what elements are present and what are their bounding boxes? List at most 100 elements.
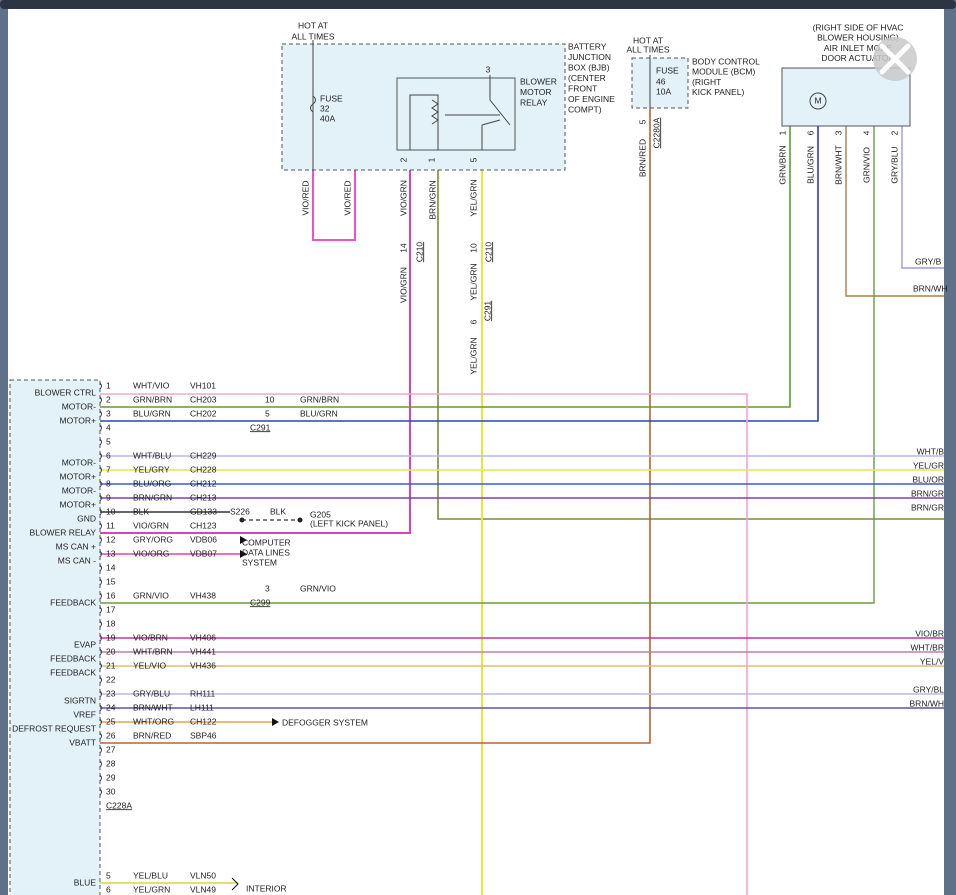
pin-mark [99,410,102,418]
pin-mark [99,536,102,544]
label: 14 [106,562,116,572]
label: RH111 [190,688,215,698]
label: WHT/BR [910,642,944,652]
label: GD133 [190,506,217,516]
label: C210 [414,242,424,263]
close-button[interactable] [873,37,917,81]
label: FUSE [320,93,343,103]
label: 40A [320,113,335,123]
label: VIO/GRN [398,180,408,216]
label: SYSTEM [242,557,277,567]
label: 25 [106,716,116,726]
label: (CENTER [568,73,606,83]
label: 7 [106,464,111,474]
label: VREF [73,709,96,719]
label: 6 [468,319,478,324]
label: GRN/VIO [300,583,336,593]
wire [845,126,944,297]
label: BLOWER RELAY [30,527,97,537]
label: EVAP [74,639,96,649]
label: C299 [250,597,271,607]
label: BRN/GRN [427,180,437,219]
label: MS CAN + [56,541,96,551]
label: KICK PANEL) [692,87,744,97]
label: 46 [656,76,666,86]
label: 6 [106,884,111,894]
label: FUSE [656,65,679,75]
label: 13 [106,548,116,558]
label: C2280A [651,117,661,148]
label: BATTERY [568,41,607,51]
label: 24 [106,702,116,712]
label: BLU/ORG [133,478,171,488]
label: GRN/VIO [133,590,169,600]
label: BRN/GRN [133,492,172,502]
label: C291 [250,422,271,432]
label: 4 [861,130,871,135]
label: 16 [106,590,116,600]
wire [901,126,944,269]
label: BRN/WH [913,283,947,293]
pin-mark [99,550,102,558]
label: BRN/WH [910,698,944,708]
label: GRY/BL [913,684,944,694]
label: BLU/GRN [805,146,815,184]
label: WHT/ORG [133,716,174,726]
label: VIO/RED [342,181,352,216]
relay-coil [409,94,439,150]
label: CH228 [190,464,217,474]
label: VDB07 [190,548,217,558]
label: VH438 [190,590,216,600]
pin-mark [99,494,102,502]
label: (RIGHT [692,77,721,87]
label: CH213 [190,492,217,502]
pin-mark [99,466,102,474]
label: CH123 [190,520,217,530]
close-x[interactable] [879,43,911,75]
label: WHT/VIO [133,380,170,390]
label: GRY/BLU [889,146,899,183]
label: INTERIOR [246,883,287,893]
label: CH122 [190,716,217,726]
ground-point [297,517,303,523]
label: CH202 [190,408,217,418]
pin-mark [99,480,102,488]
label: YEL/GR [913,460,944,470]
label: VH441 [190,646,216,656]
label: 4 [106,422,111,432]
pin-mark [99,452,102,460]
pin-mark [99,508,102,516]
label: OF ENGINE [568,94,615,104]
arrow [272,718,279,726]
label: 10 [106,506,116,516]
label: 22 [106,674,116,684]
label: YEL/GRN [133,884,170,894]
label: 1 [777,130,787,135]
wire [100,126,875,604]
label: M [814,95,821,105]
wire [437,150,944,520]
label: ALL TIMES [292,31,335,41]
label: 11 [106,520,115,530]
label: BRN/GR [911,502,944,512]
label: WHT/BRN [133,646,173,656]
pin-mark [99,620,102,628]
label: 2 [889,130,899,135]
label: MOTOR [520,87,551,97]
label: 3 [486,64,491,74]
label: BLK [270,506,286,516]
label: BLK [133,506,149,516]
label: GND [77,513,96,523]
label: YEL/VIO [133,660,166,670]
label: CH212 [190,478,217,488]
label: 5 [637,119,647,124]
label: BRN/GR [911,488,944,498]
label: WHT/BLU [133,450,171,460]
pin-mark [99,606,102,614]
label: 5 [106,870,111,880]
label: FEEDBACK [50,653,96,663]
label: 30 [106,786,116,796]
pin-mark [99,634,102,642]
label: GRN/BRN [777,145,787,184]
